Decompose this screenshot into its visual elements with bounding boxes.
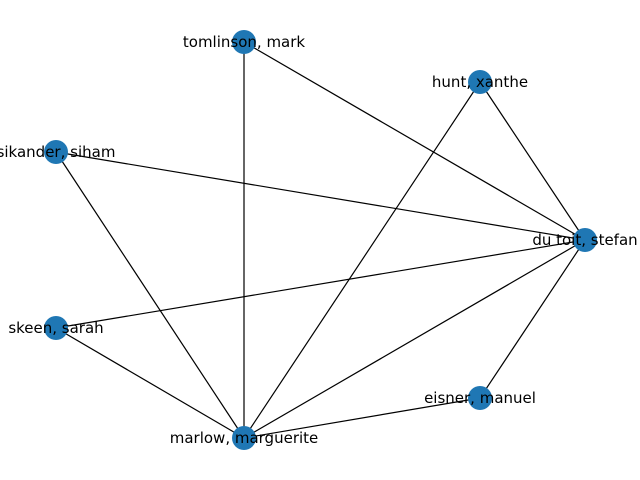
node-eisner[interactable] [468, 386, 492, 410]
edge-dutoit-marlow [243, 239, 586, 439]
edge-layer [55, 41, 586, 439]
node-label-sikander: sikander, siham [0, 143, 115, 161]
edge-hunt-marlow [243, 81, 481, 439]
node-label-eisner: eisner, manuel [424, 389, 536, 407]
label-layer: tomlinson, mark hunt, xanthe sikander, sih… [0, 33, 638, 447]
node-label-hunt: hunt, xanthe [432, 73, 528, 91]
edge-dutoit-eisner [479, 239, 586, 399]
edge-sikander-marlow [55, 151, 245, 439]
node-label-skeen: skeen, sarah [8, 319, 103, 337]
edge-hunt-dutoit [479, 81, 586, 241]
node-label-dutoit: du toit, stefan [532, 231, 637, 249]
node-tomlinson[interactable] [232, 30, 256, 54]
edge-sikander-dutoit [55, 151, 586, 241]
edge-skeen-marlow [55, 327, 245, 439]
node-label-marlow: marlow, marguerite [170, 429, 319, 447]
node-skeen[interactable] [44, 316, 68, 340]
node-layer [44, 30, 597, 450]
node-marlow[interactable] [232, 426, 256, 450]
node-dutoit[interactable] [573, 228, 597, 252]
node-hunt[interactable] [468, 70, 492, 94]
edge-eisner-marlow [243, 397, 481, 439]
edge-skeen-dutoit [55, 239, 586, 329]
node-label-tomlinson: tomlinson, mark [183, 33, 306, 51]
edge-tomlinson-dutoit [243, 41, 586, 241]
node-sikander[interactable] [44, 140, 68, 164]
